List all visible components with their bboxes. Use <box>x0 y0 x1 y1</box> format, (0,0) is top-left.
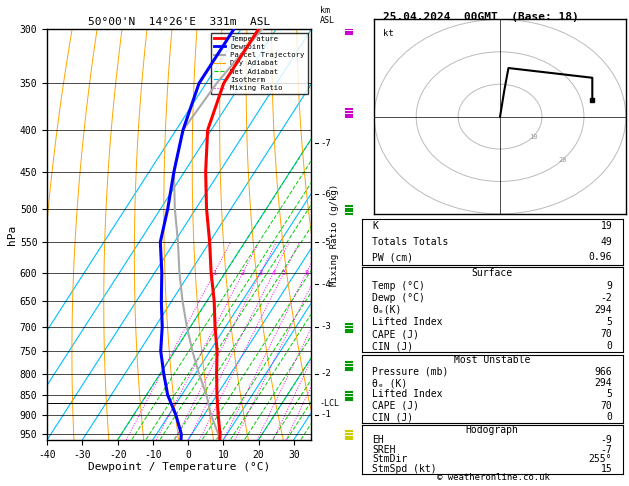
Text: -LCL: -LCL <box>320 399 340 408</box>
Text: Lifted Index: Lifted Index <box>372 389 443 399</box>
Text: -6: -6 <box>320 190 331 199</box>
Text: Totals Totals: Totals Totals <box>372 237 448 247</box>
Text: SREH: SREH <box>372 445 396 454</box>
Text: 2: 2 <box>241 270 245 276</box>
Legend: Temperature, Dewpoint, Parcel Trajectory, Dry Adiabat, Wet Adiabat, Isotherm, Mi: Temperature, Dewpoint, Parcel Trajectory… <box>211 33 308 94</box>
Text: km
ASL: km ASL <box>320 6 335 25</box>
Text: -4: -4 <box>320 279 331 289</box>
Text: 15: 15 <box>601 464 612 474</box>
Text: CIN (J): CIN (J) <box>372 412 413 422</box>
Title: 50°00'N  14°26'E  331m  ASL: 50°00'N 14°26'E 331m ASL <box>88 17 270 27</box>
Text: Dewp (°C): Dewp (°C) <box>372 293 425 303</box>
Text: Pressure (mb): Pressure (mb) <box>372 367 448 377</box>
Text: 1: 1 <box>213 270 216 276</box>
Text: 70: 70 <box>601 329 612 339</box>
Text: 294: 294 <box>594 378 612 388</box>
Text: θₑ (K): θₑ (K) <box>372 378 408 388</box>
Text: K: K <box>372 222 378 231</box>
Text: Lifted Index: Lifted Index <box>372 317 443 327</box>
Text: 25.04.2024  00GMT  (Base: 18): 25.04.2024 00GMT (Base: 18) <box>382 12 579 22</box>
Text: CIN (J): CIN (J) <box>372 341 413 351</box>
Text: 294: 294 <box>594 305 612 315</box>
Text: -7: -7 <box>320 139 331 148</box>
Text: 0: 0 <box>606 341 612 351</box>
Text: 0: 0 <box>606 412 612 422</box>
Text: 0.96: 0.96 <box>589 252 612 262</box>
Text: -2: -2 <box>320 369 331 378</box>
Text: 5: 5 <box>606 317 612 327</box>
Text: 10: 10 <box>530 134 538 140</box>
Text: Surface: Surface <box>472 268 513 278</box>
Text: 4: 4 <box>272 270 276 276</box>
Text: 966: 966 <box>594 367 612 377</box>
Text: -1: -1 <box>320 411 331 419</box>
Text: 20: 20 <box>559 157 567 163</box>
X-axis label: Dewpoint / Temperature (°C): Dewpoint / Temperature (°C) <box>88 462 270 472</box>
Text: PW (cm): PW (cm) <box>372 252 413 262</box>
Text: -5: -5 <box>320 238 331 246</box>
Text: © weatheronline.co.uk: © weatheronline.co.uk <box>437 473 550 482</box>
Text: θₑ(K): θₑ(K) <box>372 305 401 315</box>
Text: -9: -9 <box>601 435 612 445</box>
Text: 5: 5 <box>282 270 286 276</box>
Text: CAPE (J): CAPE (J) <box>372 401 419 411</box>
Text: 49: 49 <box>601 237 612 247</box>
Text: -7: -7 <box>601 445 612 454</box>
Text: 3: 3 <box>259 270 263 276</box>
Text: 70: 70 <box>601 401 612 411</box>
Text: Mixing Ratio (g/kg): Mixing Ratio (g/kg) <box>330 183 340 286</box>
Y-axis label: hPa: hPa <box>7 225 17 244</box>
Text: 5: 5 <box>606 389 612 399</box>
Text: -2: -2 <box>601 293 612 303</box>
Text: 8: 8 <box>304 270 309 276</box>
Text: Temp (°C): Temp (°C) <box>372 280 425 291</box>
Text: EH: EH <box>372 435 384 445</box>
Text: 19: 19 <box>601 222 612 231</box>
Text: kt: kt <box>382 29 393 38</box>
Text: 255°: 255° <box>589 454 612 464</box>
Text: StmSpd (kt): StmSpd (kt) <box>372 464 437 474</box>
Text: CAPE (J): CAPE (J) <box>372 329 419 339</box>
Text: Most Unstable: Most Unstable <box>454 355 530 365</box>
Text: Hodograph: Hodograph <box>465 425 519 435</box>
Text: -3: -3 <box>320 322 331 331</box>
Text: 9: 9 <box>606 280 612 291</box>
Text: StmDir: StmDir <box>372 454 408 464</box>
